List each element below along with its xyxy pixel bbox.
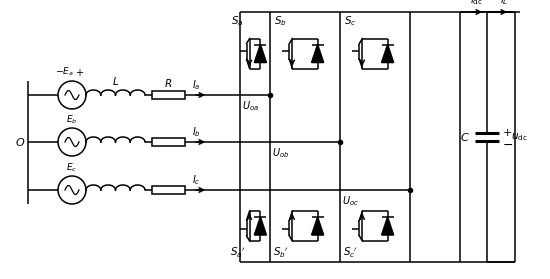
Text: $S_a{}'$: $S_a{}'$ (230, 246, 245, 260)
Text: $+$: $+$ (75, 67, 85, 78)
Text: $-$: $-$ (502, 138, 513, 150)
Text: $S_b{}'$: $S_b{}'$ (273, 246, 288, 260)
Polygon shape (312, 44, 323, 62)
Polygon shape (312, 217, 323, 235)
Text: $E_b$: $E_b$ (67, 114, 78, 126)
Bar (152, 91, 185, 99)
Polygon shape (382, 44, 394, 62)
Text: $C$: $C$ (460, 131, 470, 143)
Polygon shape (255, 217, 266, 235)
Text: $R$: $R$ (164, 77, 173, 89)
Text: $U_{ob}$: $U_{ob}$ (272, 146, 289, 160)
Text: $i_{\rm dc}$: $i_{\rm dc}$ (470, 0, 483, 7)
Text: $E_c$: $E_c$ (67, 162, 78, 174)
Text: $S_a$: $S_a$ (232, 14, 244, 28)
Text: $U_{oc}$: $U_{oc}$ (342, 194, 359, 208)
Text: $L$: $L$ (112, 75, 119, 87)
Text: $I_b$: $I_b$ (192, 125, 201, 139)
Text: $-E_a$: $-E_a$ (54, 66, 73, 78)
Text: $I_c$: $I_c$ (192, 173, 201, 187)
Polygon shape (382, 217, 394, 235)
Text: $U_{oa}$: $U_{oa}$ (242, 99, 259, 113)
Text: $O$: $O$ (15, 136, 25, 148)
Text: $I_a$: $I_a$ (192, 78, 201, 92)
Text: $u_{\rm dc}$: $u_{\rm dc}$ (511, 131, 527, 143)
Text: $S_b$: $S_b$ (274, 14, 287, 28)
Text: $S_c{}'$: $S_c{}'$ (343, 246, 358, 260)
Text: $i_L$: $i_L$ (500, 0, 508, 7)
Text: $+$: $+$ (502, 126, 512, 138)
Bar (152, 186, 185, 194)
Text: $S_c$: $S_c$ (344, 14, 356, 28)
Bar (152, 138, 185, 146)
Polygon shape (255, 44, 266, 62)
